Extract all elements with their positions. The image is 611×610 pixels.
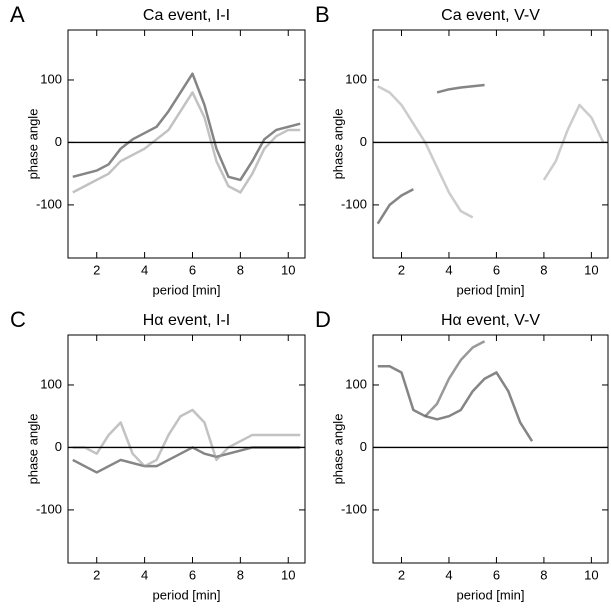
x-tick-label: 6: [189, 567, 196, 582]
x-axis-label: period [min]: [153, 587, 221, 602]
plot-frame: [372, 29, 609, 259]
y-tick-label: 0: [55, 134, 62, 149]
phase-ridge: [72, 408, 301, 468]
y-tick-label: 0: [360, 439, 367, 454]
panel-letter: A: [10, 2, 25, 27]
x-tick-label: 4: [141, 567, 148, 582]
x-axis-label: period [min]: [153, 282, 221, 297]
y-tick-label: 100: [345, 376, 367, 391]
panel-title: Ca event, V-V: [441, 7, 540, 24]
x-tick-label: 8: [237, 567, 244, 582]
phase-ridge: [436, 83, 485, 94]
x-tick-label: 10: [281, 567, 295, 582]
y-tick-label: -100: [341, 196, 367, 211]
x-tick-label: 2: [93, 567, 100, 582]
panel-letter: D: [315, 307, 331, 332]
plot-frame: [67, 29, 306, 259]
x-tick-label: 8: [237, 262, 244, 277]
x-tick-label: 2: [398, 262, 405, 277]
panel-letter: C: [10, 307, 26, 332]
phase-ridge: [377, 364, 534, 442]
x-tick-label: 10: [584, 262, 598, 277]
x-axis-label: period [min]: [457, 587, 525, 602]
y-axis-label: phase angle: [330, 414, 345, 485]
y-tick-label: -100: [36, 501, 62, 516]
phase-ridge: [72, 91, 301, 194]
x-tick-label: 4: [141, 262, 148, 277]
x-tick-label: 6: [493, 567, 500, 582]
plot-frame: [372, 334, 609, 564]
panel-title: Hα event, V-V: [441, 312, 540, 329]
y-tick-label: 0: [55, 439, 62, 454]
phase-ridge: [542, 103, 605, 181]
panel-title: Ca event, I-I: [143, 7, 230, 24]
x-tick-label: 4: [445, 262, 452, 277]
x-tick-label: 4: [445, 567, 452, 582]
panel-title: Hα event, I-I: [143, 312, 231, 329]
x-tick-label: 10: [584, 567, 598, 582]
y-tick-label: -100: [36, 196, 62, 211]
y-tick-label: 100: [345, 71, 367, 86]
y-tick-label: 100: [40, 376, 62, 391]
phase-ridge: [376, 188, 414, 225]
x-tick-label: 8: [540, 567, 547, 582]
y-tick-label: -100: [341, 501, 367, 516]
x-tick-label: 6: [493, 262, 500, 277]
x-tick-label: 2: [398, 567, 405, 582]
y-tick-label: 100: [40, 71, 62, 86]
x-axis-label: period [min]: [457, 282, 525, 297]
y-axis-label: phase angle: [25, 109, 40, 180]
x-tick-label: 2: [93, 262, 100, 277]
panel-letter: B: [315, 2, 330, 27]
y-tick-label: 0: [360, 134, 367, 149]
x-tick-label: 8: [540, 262, 547, 277]
y-axis-label: phase angle: [330, 109, 345, 180]
plot-frame: [67, 334, 306, 564]
y-axis-label: phase angle: [25, 414, 40, 485]
x-tick-label: 6: [189, 262, 196, 277]
phase-ridge: [424, 340, 486, 418]
x-tick-label: 10: [281, 262, 295, 277]
